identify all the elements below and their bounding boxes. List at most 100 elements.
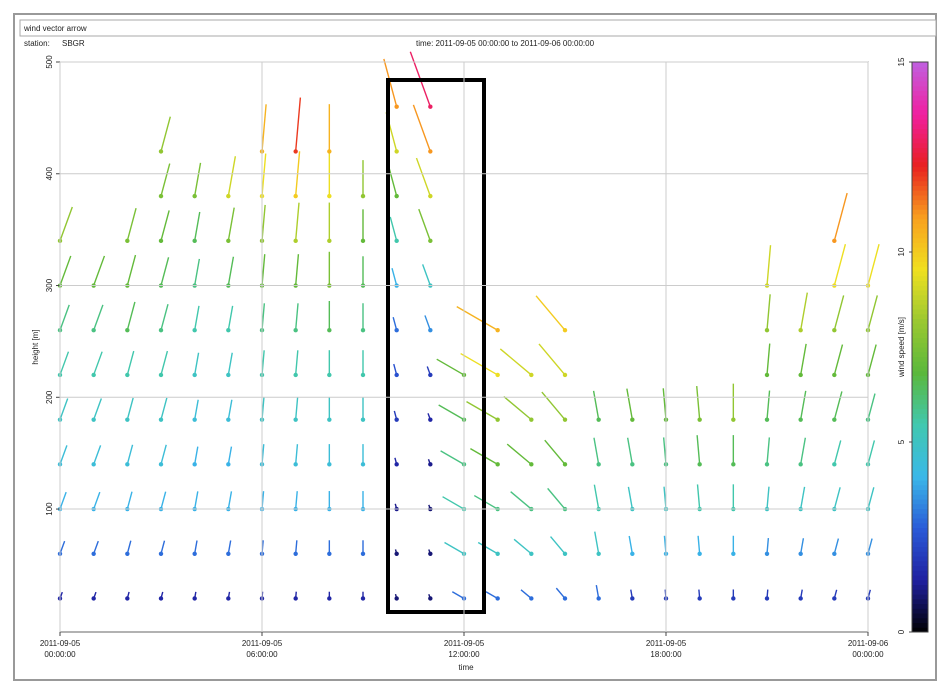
wind-arrow [394, 593, 399, 601]
arrow-shaft [833, 391, 843, 420]
arrow-shaft [261, 153, 267, 197]
arrow-head [293, 238, 298, 244]
colorbar-step [912, 394, 928, 400]
arrow-head [596, 551, 601, 556]
wind-arrow [360, 160, 366, 199]
colorbar-tick-label: 10 [897, 247, 906, 256]
colorbar-step [912, 95, 928, 101]
arrow-head [731, 462, 736, 467]
colorbar-step [912, 399, 928, 405]
arrow-shaft [294, 202, 300, 241]
colorbar-step [912, 199, 928, 205]
wind-arrow [293, 202, 300, 244]
colorbar-step [912, 541, 928, 547]
colorbar-step [912, 347, 928, 353]
arrow-head [495, 462, 500, 467]
colorbar-step [912, 176, 928, 182]
arrow-shaft [766, 343, 771, 376]
arrow-head [192, 238, 197, 244]
wind-arrow [424, 315, 433, 333]
arrow-shaft [412, 104, 431, 152]
arrow-shaft [126, 540, 132, 554]
colorbar-step [912, 556, 928, 562]
arrow-head [394, 238, 399, 244]
arrow-head [158, 372, 164, 378]
arrow-shaft [160, 257, 170, 286]
colorbar-step [912, 233, 928, 239]
wind-arrow [731, 535, 736, 556]
colorbar-step [912, 147, 928, 153]
arrow-head [192, 417, 197, 422]
colorbar-step [912, 508, 928, 514]
arrow-shaft [59, 206, 73, 242]
wind-arrow [158, 210, 170, 244]
arrow-shaft [294, 303, 299, 331]
wind-arrow [832, 295, 845, 333]
colorbar-step [912, 584, 928, 590]
y-tick-label: 100 [45, 502, 54, 516]
wind-arrow [158, 444, 167, 467]
arrow-shaft [799, 343, 807, 376]
arrow-head [192, 551, 197, 556]
wind-arrow [427, 459, 433, 467]
arrow-shaft [193, 399, 199, 420]
arrow-head [764, 328, 770, 333]
colorbar-step [912, 465, 928, 471]
arrow-shaft [261, 204, 266, 241]
wind-arrow [393, 410, 399, 422]
arrow-shaft [193, 305, 200, 331]
arrow-head [158, 149, 164, 154]
arrow-shaft [93, 255, 106, 286]
colorbar-step [912, 114, 928, 120]
arrow-head [832, 462, 837, 467]
arrow-shaft [227, 399, 233, 420]
arrow-head [832, 372, 837, 378]
arrow-shaft [93, 398, 103, 420]
arrow-head [562, 417, 568, 422]
colorbar-step [912, 138, 928, 144]
wind-arrow [293, 397, 299, 422]
x-tick-label: 00:00:00 [852, 650, 884, 659]
arrow-head [327, 551, 332, 556]
arrow-head [226, 238, 231, 244]
arrow-shaft [418, 208, 431, 242]
wind-arrow [628, 535, 635, 556]
wind-arrow [226, 352, 233, 378]
arrow-head [394, 462, 399, 467]
colorbar-step [912, 100, 928, 106]
colorbar-step [912, 332, 928, 338]
arrow-shaft [833, 295, 845, 331]
arrow-head [226, 328, 231, 333]
colorbar-step [912, 527, 928, 533]
colorbar-step [912, 617, 928, 623]
wind-arrow [360, 350, 366, 378]
colorbar-step [912, 385, 928, 391]
arrow-shaft [59, 445, 68, 465]
wind-arrow [764, 589, 770, 601]
arrow-shaft [227, 446, 233, 465]
highlight-box [386, 78, 486, 614]
wind-arrow [158, 397, 168, 422]
wind-arrow [389, 216, 399, 244]
arrow-head [360, 372, 366, 378]
colorbar-tick-label: 5 [897, 439, 906, 444]
colorbar-step [912, 266, 928, 272]
colorbar-step [912, 133, 928, 139]
arrow-head [91, 417, 96, 422]
wind-arrow [327, 591, 332, 601]
wind-arrow [477, 541, 500, 556]
arrow-head [360, 238, 366, 244]
arrow-head [125, 372, 130, 378]
arrow-head [394, 417, 399, 422]
colorbar-step [912, 560, 928, 566]
x-tick-label: 2011-09-05 [242, 639, 283, 648]
arrow-shaft [696, 484, 701, 510]
arrow-shaft [294, 97, 302, 152]
wind-arrow [428, 594, 433, 601]
arrow-head [529, 372, 534, 378]
arrow-head [226, 462, 231, 467]
wind-arrow [158, 303, 169, 333]
wind-arrow [832, 589, 838, 601]
arrow-head [91, 328, 96, 333]
arrow-shaft [160, 397, 168, 420]
